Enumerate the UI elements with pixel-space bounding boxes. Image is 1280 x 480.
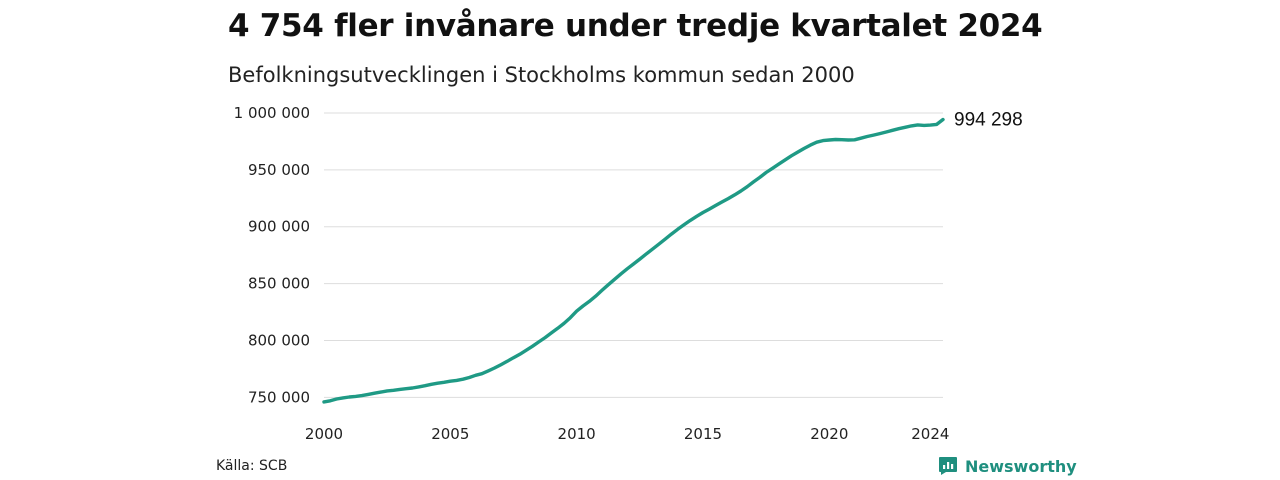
series-group (322, 117, 945, 404)
source-note: Källa: SCB (216, 458, 288, 474)
series-line (322, 117, 945, 404)
x-tick-label: 2024 (911, 425, 949, 443)
x-tick-label: 2020 (810, 425, 848, 443)
y-tick-label: 1 000 000 (234, 104, 310, 122)
newsworthy-logo-icon (939, 457, 957, 475)
x-tick-label: 2000 (305, 425, 343, 443)
brand-name: Newsworthy (965, 456, 1077, 476)
gridlines (324, 112, 943, 398)
x-tick-label: 2010 (558, 425, 596, 443)
x-tick-label: 2015 (684, 425, 722, 443)
chart-subtitle: Befolkningsutvecklingen i Stockholms kom… (228, 63, 855, 87)
x-axis-tick-labels: 2000 2005 2010 2015 2020 2024 (305, 425, 950, 443)
y-tick-label: 850 000 (248, 275, 310, 293)
y-axis-tick-labels: 750 000 800 000 850 000 900 000 950 000 1 000… (234, 104, 310, 406)
y-tick-label: 750 000 (248, 388, 310, 406)
y-tick-label: 900 000 (248, 218, 310, 236)
end-value-label-group: 994 298 (954, 109, 1023, 130)
y-tick-label: 800 000 (248, 331, 310, 349)
chart-title: 4 754 fler invånare under tredje kvartal… (228, 8, 1043, 44)
x-tick-label: 2005 (431, 425, 469, 443)
end-value-label: 994 298 (954, 109, 1023, 130)
brand-logo: Newsworthy (938, 456, 1077, 476)
y-tick-label: 950 000 (248, 161, 310, 179)
